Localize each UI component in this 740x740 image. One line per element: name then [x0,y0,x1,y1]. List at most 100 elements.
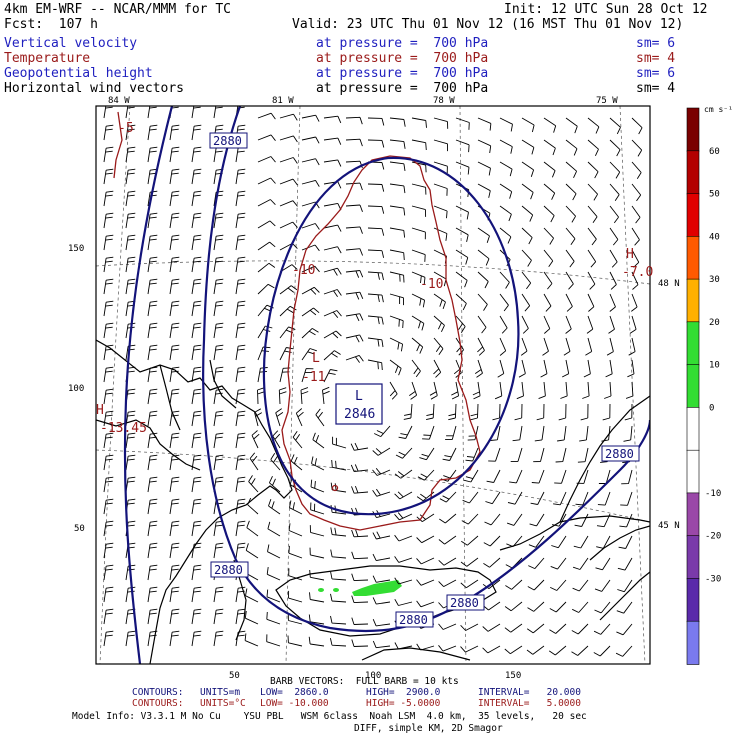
wind-barb [257,262,276,273]
wind-barb [213,322,224,339]
wind-barb [631,117,643,135]
wind-barb [103,454,114,471]
wind-barb [520,337,528,356]
wind-barb [288,523,303,537]
field-smoothing: sm= 6 [636,66,676,81]
wind-barb [169,256,180,273]
wind-barb [213,454,224,471]
wind-barb [301,348,317,361]
wind-barb [593,645,611,657]
uplift-shading [318,580,402,596]
contours-temp-label: CONTOURS: [132,698,184,709]
wind-barb [572,601,589,613]
wind-barb [583,359,591,378]
wind-barb [433,183,448,196]
wind-barb [619,513,633,528]
x-tick-label: 100 [365,671,381,681]
wind-barb [125,454,136,471]
wind-barb [499,227,512,244]
wind-barb [433,161,448,174]
wind-barb [586,315,594,334]
wind-barb [629,315,637,334]
wind-barb [587,227,597,246]
wind-barb [445,425,457,441]
colorbar-swatch [686,492,700,537]
wind-barb [191,278,202,295]
model-info: Model Info: V3.3.1 M No Cu YSU PBL WSM 6… [72,711,587,722]
wind-barb [213,366,224,383]
wind-barb [615,645,633,657]
wind-barb [169,608,180,625]
wind-barb [103,586,114,603]
wind-barb [565,183,577,201]
wind-barb [350,464,369,473]
wind-barb [455,117,470,130]
wind-barb [609,293,616,312]
wind-barb [301,158,320,166]
contours-height-interval: INTERVAL= 20.000 [478,687,581,698]
wind-barb [536,403,545,421]
wind-barb [103,344,114,361]
wind-barb [300,387,309,405]
wind-barb [169,476,180,493]
wind-barb [504,601,523,612]
contours-temp-units: UNITS=°C [200,698,246,709]
wind-barb [389,139,406,149]
height-label: 2880 [450,596,479,610]
wind-barb [279,200,298,207]
wind-barb [416,513,435,522]
wind-barb [506,535,523,548]
wind-barb [147,278,158,295]
wind-barb [543,205,555,223]
wind-barb [389,161,406,171]
height-label: 2880 [605,447,634,461]
wind-barb [474,359,483,378]
wind-barb [254,408,263,427]
wind-barb [587,293,595,312]
wind-barb [492,403,501,421]
wind-barb [609,183,620,201]
wind-barb [103,234,114,251]
wind-barb [631,161,642,179]
wind-barb [460,557,479,567]
wind-barb [477,117,492,131]
wind-barb [268,476,281,493]
temperature-label: -10 [292,263,315,278]
wind-barb [367,359,383,371]
lon-label: 78 W [433,96,455,106]
wind-barb [389,359,402,376]
wind-barb [372,597,391,605]
wind-barb [235,608,246,625]
wind-barb [438,557,457,566]
barb-legend: BARB VECTORS: FULL BARB = 10 kts [270,676,459,687]
wind-barb [345,354,364,363]
y-tick-label: 50 [74,524,85,534]
wind-barb [301,223,320,230]
wind-barb [601,425,611,442]
wind-barb [438,623,457,630]
height-contours [123,106,650,664]
colorbar-label: 50 [709,190,720,200]
wind-barb [270,453,281,471]
wind-barb [323,137,342,145]
wind-barb [125,190,136,207]
wind-barb [169,300,180,317]
wind-barb [499,293,509,312]
wind-barb [416,535,435,544]
wind-barb [191,454,202,471]
wind-barb [416,557,435,565]
wind-barb [372,553,391,562]
wind-barb [213,608,224,625]
wind-barb [235,586,246,603]
lat-label: 48 N [658,279,680,289]
wind-barb [543,227,554,245]
wind-barb [403,403,413,420]
wind-barb [257,199,276,207]
wind-barb [518,359,526,378]
wind-barb [295,408,304,427]
wind-barb [558,403,567,421]
wind-barb [213,388,224,405]
wind-barb [191,234,202,251]
temperature-label: -11 [302,370,325,385]
wind-barb [235,256,246,273]
